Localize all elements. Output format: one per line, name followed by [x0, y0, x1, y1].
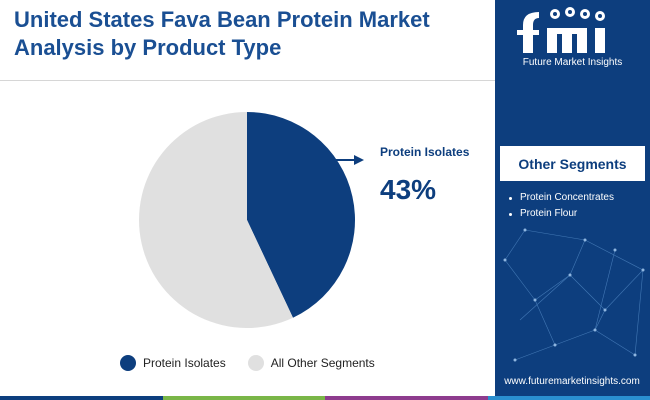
- callout-value: 43%: [380, 174, 437, 205]
- pie-slices: [138, 111, 355, 328]
- callout-label: Protein Isolates: [380, 145, 470, 159]
- network-lines-icon: [495, 0, 650, 396]
- other-segments-list: Protein Concentrates Protein Flour: [507, 190, 614, 222]
- legend-label: All Other Segments: [270, 356, 375, 370]
- footer-color-bar: [0, 396, 650, 400]
- other-segments-title: Other Segments: [518, 155, 627, 172]
- website-url[interactable]: www.futuremarketinsights.com: [504, 376, 640, 387]
- pie-slice-protein-isolates: [247, 112, 355, 318]
- list-item: Protein Concentrates: [507, 190, 614, 206]
- sidebar-background: [495, 0, 650, 396]
- arrow-right-icon: [336, 155, 364, 165]
- legend-swatch: [120, 355, 136, 371]
- footer-bar-segment: [487, 396, 650, 400]
- chart-legend: Protein Isolates All Other Segments: [120, 355, 397, 371]
- other-segments-header: Other Segments: [500, 146, 645, 181]
- footer-bar-segment: [325, 396, 488, 400]
- footer-bar-segment: [0, 396, 163, 400]
- legend-swatch: [247, 355, 264, 371]
- brand-name: Future Market Insights: [522, 57, 623, 68]
- list-item: Protein Flour: [507, 206, 614, 222]
- legend-item-all-other-segments: All Other Segments: [247, 355, 375, 371]
- pie-chart: [138, 111, 364, 328]
- sidebar-panel: Future Market Insights Protein Concentra…: [495, 0, 650, 396]
- footer-bar-segment: [162, 396, 325, 400]
- legend-label: Protein Isolates: [143, 356, 226, 370]
- pie-slice-all-other-segments: [138, 111, 293, 328]
- logo-icon: [517, 7, 605, 53]
- legend-item-protein-isolates: Protein Isolates: [120, 355, 226, 371]
- chart-title: United States Fava Bean Protein Market A…: [14, 7, 430, 60]
- brand-logo: Future Market Insights: [495, 0, 650, 78]
- title-divider: [0, 80, 495, 81]
